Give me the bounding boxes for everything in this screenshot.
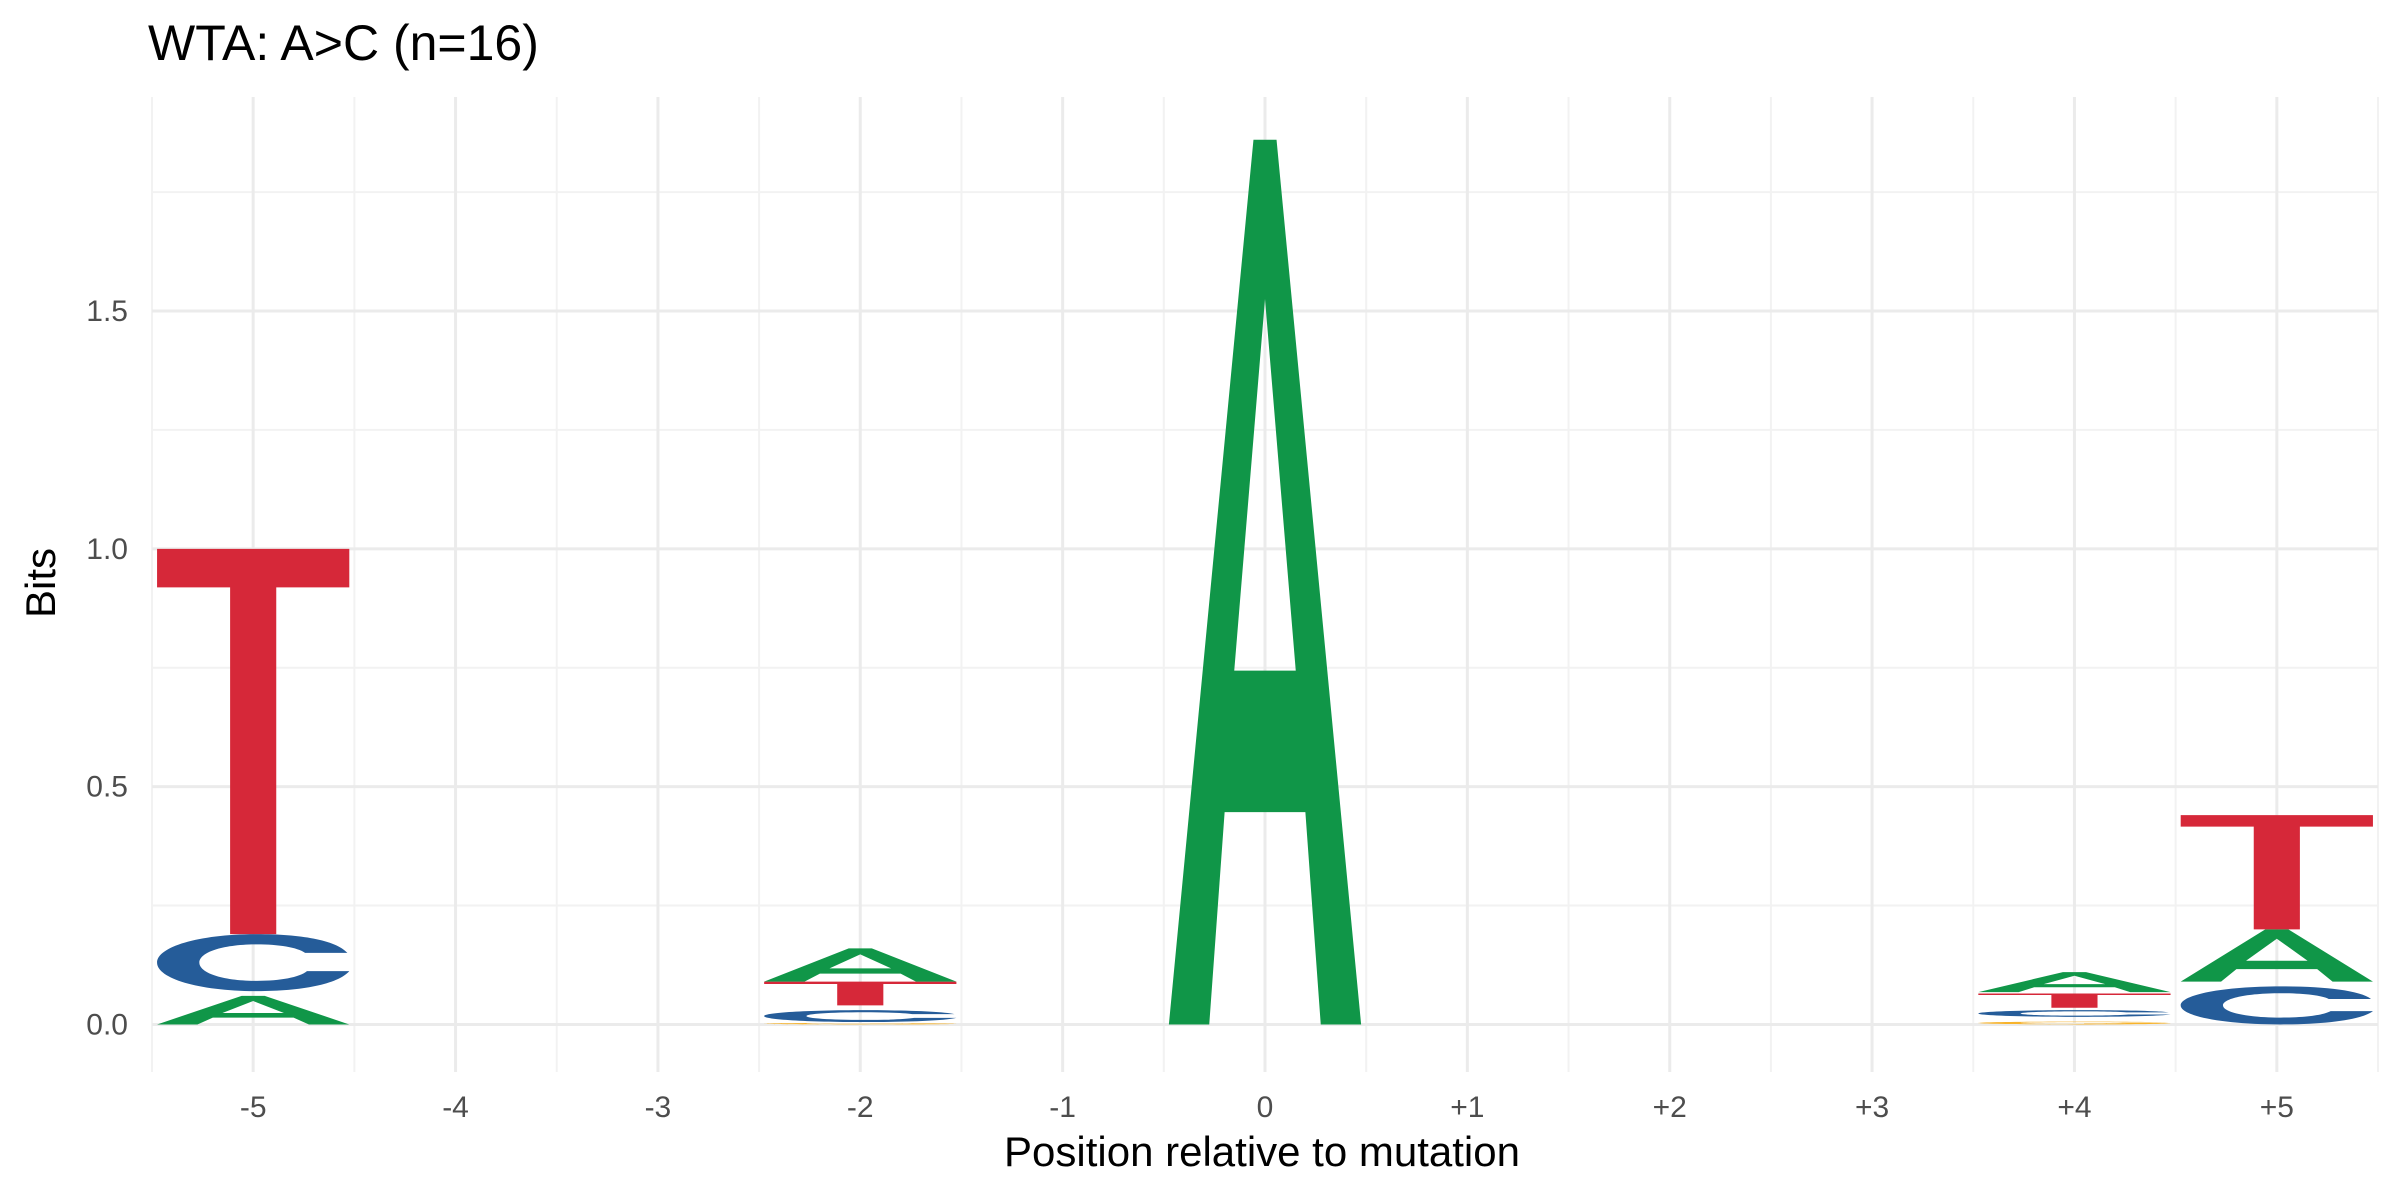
x-tick-label: -4 bbox=[442, 1091, 469, 1124]
letter-glyph bbox=[1978, 1010, 2171, 1017]
y-tick-label: 1.5 bbox=[86, 295, 128, 328]
x-tick-label: +3 bbox=[1855, 1091, 1889, 1124]
letter-glyph bbox=[157, 934, 350, 992]
letter-glyph bbox=[157, 548, 350, 935]
logo-letters bbox=[157, 139, 2373, 1025]
x-tick-label: 0 bbox=[1257, 1091, 1274, 1124]
logo-letter-c-pos--5 bbox=[157, 934, 350, 992]
logo-letter-a-pos--5 bbox=[157, 995, 350, 1025]
letter-glyph bbox=[764, 1023, 957, 1025]
x-tick-label: -5 bbox=[240, 1091, 267, 1124]
logo-letter-c-pos--2 bbox=[764, 1010, 957, 1023]
logo-letter-t-pos--2 bbox=[764, 981, 957, 1006]
x-tick-label: -3 bbox=[645, 1091, 672, 1124]
x-tick-label: +4 bbox=[2057, 1091, 2091, 1124]
x-tick-label: +2 bbox=[1653, 1091, 1687, 1124]
letter-glyph bbox=[2180, 815, 2373, 930]
letter-glyph bbox=[764, 948, 957, 982]
x-tick-label: +5 bbox=[2260, 1091, 2294, 1124]
letter-glyph bbox=[1978, 1021, 2171, 1025]
letter-glyph bbox=[1978, 993, 2171, 1008]
letter-glyph bbox=[764, 1010, 957, 1023]
letter-glyph bbox=[157, 995, 350, 1025]
y-tick-label: 1.0 bbox=[86, 533, 128, 566]
letter-glyph bbox=[1978, 972, 2171, 993]
logo-letter-t-pos-+4 bbox=[1978, 993, 2171, 1008]
chart-title: WTA: A>C (n=16) bbox=[148, 15, 539, 71]
logo-letter-c-pos-+5 bbox=[2180, 986, 2373, 1025]
y-axis-ticks: 0.0 0.5 1.0 1.5 bbox=[86, 295, 128, 1041]
logo-letter-t-pos--5 bbox=[157, 548, 350, 935]
logo-letter-a-pos-+4 bbox=[1978, 972, 2171, 993]
logo-letter-a-pos--2 bbox=[764, 948, 957, 982]
y-axis-title: Bits bbox=[17, 548, 64, 618]
x-axis-ticks: -5 -4 -3 -2 -1 0 +1 +2 +3 +4 +5 bbox=[240, 1091, 2294, 1124]
logo-letter-t-pos-+5 bbox=[2180, 815, 2373, 930]
letter-glyph bbox=[2180, 986, 2373, 1025]
y-tick-label: 0.0 bbox=[86, 1008, 128, 1041]
grid-lines bbox=[151, 97, 2379, 1072]
logo-letter-g-pos--2 bbox=[764, 1023, 957, 1025]
x-tick-label: -2 bbox=[847, 1091, 874, 1124]
logo-letter-c-pos-+4 bbox=[1978, 1010, 2171, 1017]
logo-letter-g-pos-+4 bbox=[1978, 1021, 2171, 1025]
x-axis-title: Position relative to mutation bbox=[1004, 1128, 1520, 1175]
letter-glyph bbox=[2180, 929, 2373, 982]
x-tick-label: -1 bbox=[1049, 1091, 1076, 1124]
letter-glyph bbox=[764, 981, 957, 1006]
x-tick-label: +1 bbox=[1450, 1091, 1484, 1124]
logo-letter-a-pos-0 bbox=[1168, 139, 1362, 1025]
letter-glyph bbox=[1168, 139, 1362, 1025]
logo-letter-a-pos-+5 bbox=[2180, 929, 2373, 982]
y-tick-label: 0.5 bbox=[86, 771, 128, 804]
